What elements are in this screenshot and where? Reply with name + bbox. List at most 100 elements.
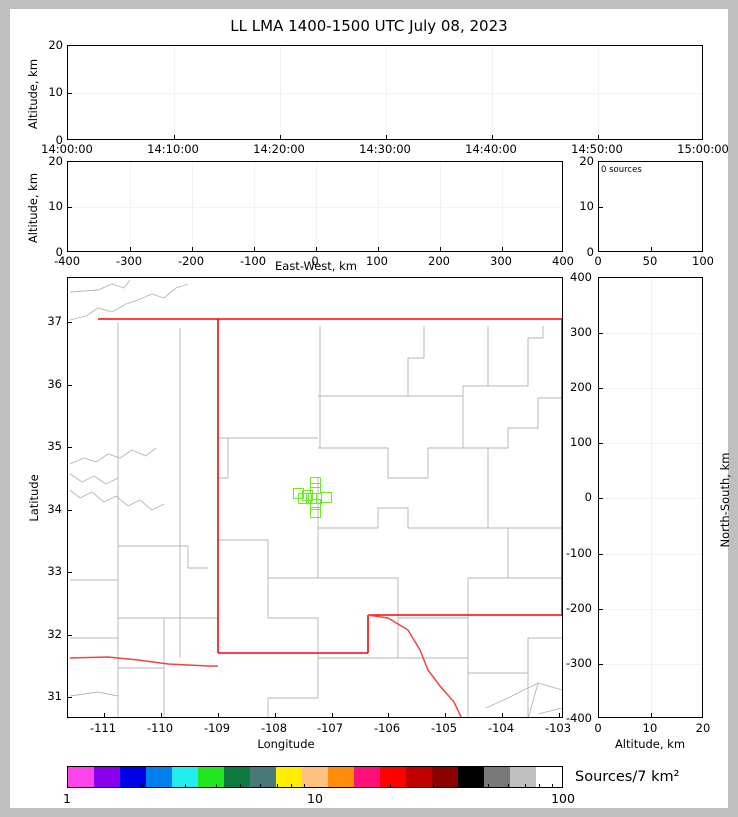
colorbar-minor-tick [259,784,261,788]
axis-label-altitude: Altitude, km [26,58,40,130]
gridline [68,93,702,94]
tick-label: 10 [642,721,658,735]
tick [275,713,276,717]
tick-label: 14:00:00 [41,142,93,156]
colorbar-segment [94,767,120,787]
tick-label: 100 [366,254,388,268]
tick-label: -100 [565,546,592,560]
tick-label: 10 [48,199,63,213]
tick-label: 0 [311,254,319,268]
tick-label: -100 [239,254,267,268]
tick-label: -110 [146,721,174,735]
tick-label: 36 [47,377,62,391]
source-count-annotation: 0 sources [601,165,642,175]
tick-label: 0 [594,254,602,268]
tick-label: 20 [579,154,594,168]
gridline [130,162,131,251]
tick-label: 0 [586,245,594,259]
gridline [280,46,281,139]
tick-label: -400 [565,711,592,725]
tick [440,247,441,251]
tick [280,135,281,139]
colorbar-minor-tick [538,784,540,788]
tick [598,135,599,139]
colorbar-minor-tick [524,784,526,788]
colorbar-segment [406,767,432,787]
gridline [651,278,652,717]
tick-label: 100 [570,435,592,449]
tick [599,609,603,610]
tick [445,713,446,717]
tick [599,388,603,389]
axis-label-longitude: Longitude [257,737,315,751]
gridline [192,162,193,251]
sources-density-colorbar[interactable] [67,766,563,788]
gridline [599,664,702,665]
time-height-panel [67,45,703,140]
colorbar-segment [510,767,536,787]
tick-label: 14:20:00 [253,142,305,156]
gridline [599,443,702,444]
colorbar-segment [224,767,250,787]
tick-label: 35 [47,439,62,453]
tick [388,713,389,717]
gridline [598,46,599,139]
tick-label: 14:10:00 [147,142,199,156]
gridline [599,333,702,334]
axis-label-north-south: North-South, km [718,452,732,548]
colorbar-minor-tick [290,784,292,788]
tick [68,322,72,323]
tick [599,554,603,555]
tick [130,247,131,251]
tick-label: -109 [203,721,231,735]
tick-label: -103 [544,721,572,735]
source-density-cell [298,493,309,504]
colorbar-label: Sources/7 km² [575,769,680,785]
colorbar-tick-label: 100 [551,791,575,806]
tick [492,135,493,139]
colorbar-segment [146,767,172,787]
tick-label: 400 [552,254,574,268]
tick [68,207,72,208]
figure-canvas: LL LMA 1400-1500 UTC July 08, 2023 20 10… [10,9,732,808]
colorbar-segment [68,767,94,787]
tick-label: 15:00:00 [677,142,729,156]
tick-label: -400 [53,254,81,268]
colorbar-minor-tick [389,784,391,788]
gridline [316,162,317,251]
colorbar-segment [276,767,302,787]
source-density-cell [321,492,332,503]
tick-label: 50 [642,254,658,268]
tick [316,247,317,251]
colorbar-segment [250,767,276,787]
tick [161,713,162,717]
north-south-height-panel [598,277,703,718]
tick-label: 10 [579,199,594,213]
tick [599,443,603,444]
colorbar-minor-tick [303,784,305,788]
axis-label-altitude: Altitude, km [26,172,40,244]
tick-label: 37 [47,314,62,328]
tick-label: 14:30:00 [359,142,411,156]
colorbar-minor-tick [240,784,242,788]
colorbar-minor-tick [276,784,278,788]
tick [651,247,652,251]
gridline [599,554,702,555]
tick [559,713,560,717]
colorbar-segment [302,767,328,787]
tick-label: 0 [594,721,602,735]
gridline [502,162,503,251]
tick [68,635,72,636]
map-panel[interactable] [67,277,563,718]
tick [599,333,603,334]
tick [68,697,72,698]
colorbar-segment [354,767,380,787]
colorbar-segment [536,767,562,787]
gridline [174,46,175,139]
tick-label: 400 [570,270,592,284]
gridline [440,162,441,251]
tick-label: 100 [692,254,714,268]
tick-label: 33 [47,564,62,578]
source-density-cell [302,490,313,501]
colorbar-segment [198,767,224,787]
